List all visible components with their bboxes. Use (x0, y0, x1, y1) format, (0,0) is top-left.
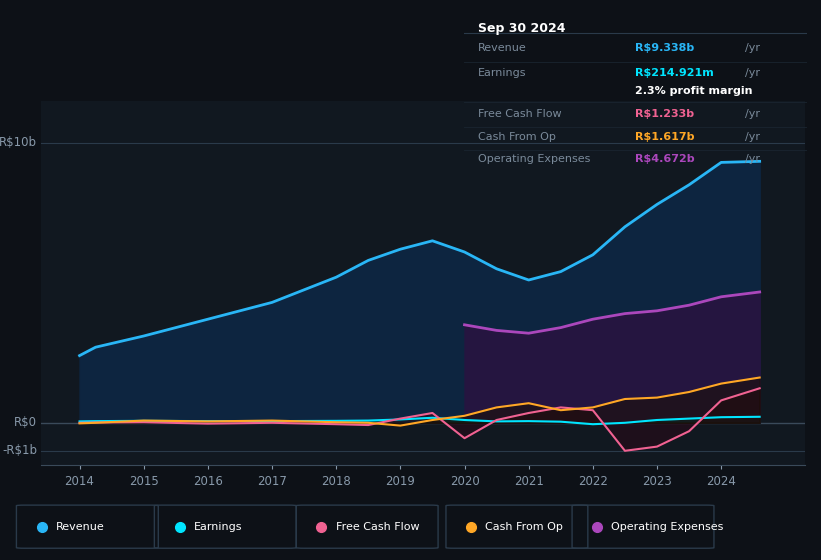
Text: /yr: /yr (745, 133, 760, 142)
Text: Free Cash Flow: Free Cash Flow (336, 522, 420, 531)
Text: Revenue: Revenue (56, 522, 104, 531)
Text: R$214.921m: R$214.921m (635, 68, 714, 78)
Text: /yr: /yr (745, 68, 760, 78)
Text: Operating Expenses: Operating Expenses (478, 154, 590, 164)
Text: Cash From Op: Cash From Op (485, 522, 563, 531)
Text: R$1.233b: R$1.233b (635, 109, 695, 119)
Text: Revenue: Revenue (478, 43, 526, 53)
Text: Sep 30 2024: Sep 30 2024 (478, 22, 565, 35)
Text: R$1.617b: R$1.617b (635, 133, 695, 142)
Text: Earnings: Earnings (478, 68, 526, 78)
Text: Cash From Op: Cash From Op (478, 133, 556, 142)
Text: 2.3% profit margin: 2.3% profit margin (635, 86, 753, 96)
Text: R$0: R$0 (14, 416, 37, 430)
Text: Operating Expenses: Operating Expenses (612, 522, 724, 531)
Text: R$4.672b: R$4.672b (635, 154, 695, 164)
Text: R$10b: R$10b (0, 136, 37, 150)
Text: -R$1b: -R$1b (2, 444, 37, 458)
Text: /yr: /yr (745, 109, 760, 119)
Text: /yr: /yr (745, 43, 760, 53)
Text: R$9.338b: R$9.338b (635, 43, 695, 53)
Text: Free Cash Flow: Free Cash Flow (478, 109, 562, 119)
Text: /yr: /yr (745, 154, 760, 164)
Text: Earnings: Earnings (194, 522, 242, 531)
